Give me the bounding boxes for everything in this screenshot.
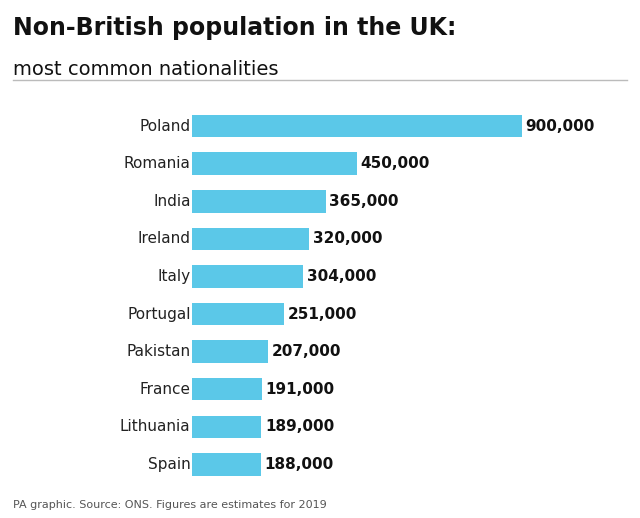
Bar xyxy=(170,116,189,126)
Bar xyxy=(178,304,189,325)
Bar xyxy=(182,228,189,250)
Bar xyxy=(192,152,357,175)
Text: Lithuania: Lithuania xyxy=(120,419,191,434)
Text: 207,000: 207,000 xyxy=(271,344,341,359)
Bar xyxy=(170,191,189,198)
Text: most common nationalities: most common nationalities xyxy=(13,60,278,79)
Bar xyxy=(170,341,175,363)
Text: Italy: Italy xyxy=(157,269,191,284)
Bar xyxy=(177,379,182,400)
Text: 320,000: 320,000 xyxy=(313,232,383,247)
Bar xyxy=(170,228,177,250)
Text: Poland: Poland xyxy=(140,119,191,134)
Text: Ireland: Ireland xyxy=(138,232,191,247)
Bar xyxy=(192,303,284,325)
Bar xyxy=(192,115,522,137)
Bar xyxy=(182,266,189,287)
Bar xyxy=(170,153,177,175)
Bar xyxy=(170,266,177,287)
Text: France: France xyxy=(140,382,191,397)
Text: India: India xyxy=(153,194,191,209)
Bar xyxy=(170,304,178,325)
Bar xyxy=(182,153,189,175)
Text: 251,000: 251,000 xyxy=(288,307,357,322)
Text: 304,000: 304,000 xyxy=(307,269,376,284)
Bar xyxy=(170,454,189,475)
Text: Romania: Romania xyxy=(124,156,191,171)
Text: Spain: Spain xyxy=(148,457,191,472)
Bar xyxy=(170,116,189,137)
Bar xyxy=(192,415,261,438)
Bar xyxy=(192,190,326,212)
Bar xyxy=(192,378,262,400)
Bar xyxy=(175,341,189,363)
Bar xyxy=(170,470,189,475)
Bar xyxy=(177,153,182,175)
Bar xyxy=(170,198,189,205)
Bar xyxy=(170,304,189,325)
Bar xyxy=(170,379,177,400)
Bar xyxy=(170,416,189,423)
Bar xyxy=(170,228,189,250)
Bar xyxy=(170,126,189,137)
Bar xyxy=(177,266,182,287)
Bar xyxy=(192,340,268,363)
Bar xyxy=(170,430,189,438)
Bar xyxy=(177,228,182,250)
Bar xyxy=(170,423,189,430)
Bar xyxy=(170,454,189,459)
Bar xyxy=(170,379,189,400)
Bar xyxy=(170,205,189,212)
Bar xyxy=(170,266,189,287)
Text: 189,000: 189,000 xyxy=(265,419,334,434)
Bar xyxy=(192,227,309,250)
Text: PA graphic. Source: ONS. Figures are estimates for 2019: PA graphic. Source: ONS. Figures are est… xyxy=(13,500,326,510)
Bar xyxy=(170,341,189,363)
Text: 450,000: 450,000 xyxy=(361,156,430,171)
Bar xyxy=(170,416,189,438)
Bar xyxy=(182,379,189,400)
Text: Non-British population in the UK:: Non-British population in the UK: xyxy=(13,16,456,39)
Text: 191,000: 191,000 xyxy=(266,382,335,397)
Bar xyxy=(170,459,189,470)
Bar xyxy=(170,153,189,175)
Text: 365,000: 365,000 xyxy=(330,194,399,209)
Text: Portugal: Portugal xyxy=(127,307,191,322)
Bar xyxy=(192,453,261,476)
Bar xyxy=(170,191,189,212)
Text: Pakistan: Pakistan xyxy=(127,344,191,359)
Bar xyxy=(192,265,303,287)
Text: 900,000: 900,000 xyxy=(525,119,595,134)
Text: 188,000: 188,000 xyxy=(264,457,334,472)
